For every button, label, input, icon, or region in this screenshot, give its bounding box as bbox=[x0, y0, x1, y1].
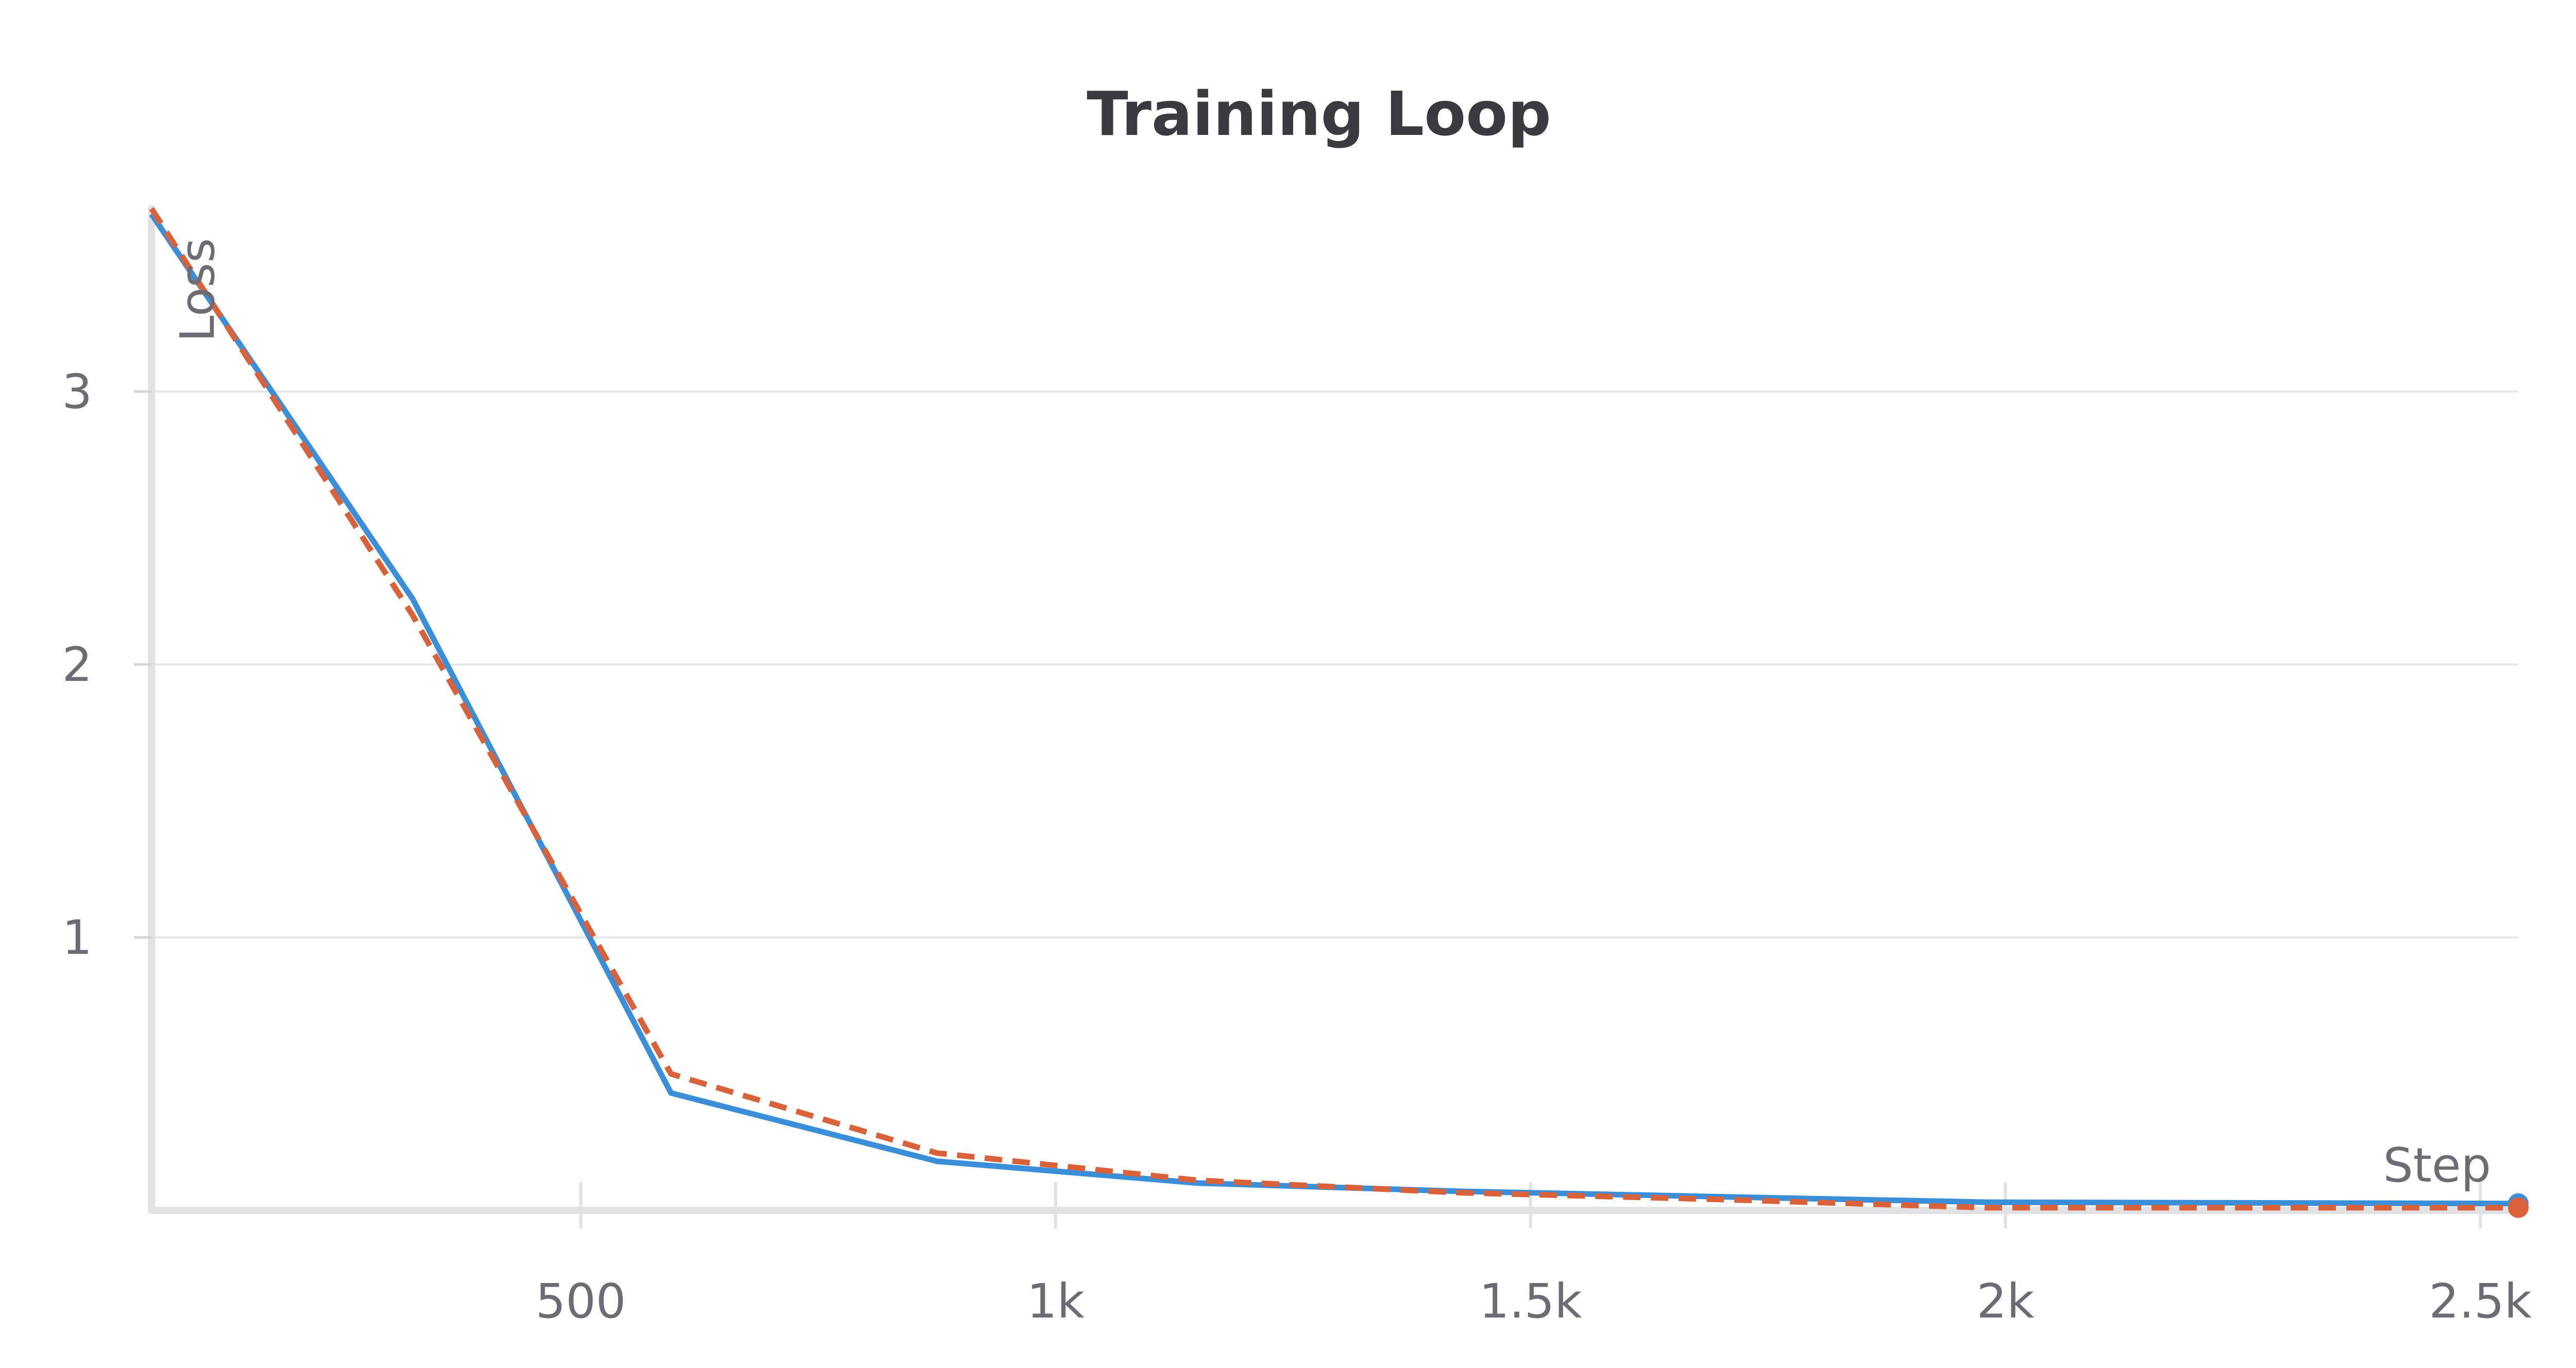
y-axis-label: Loss bbox=[170, 238, 225, 342]
x-axis-label: Step bbox=[2383, 1138, 2491, 1193]
series-line-0 bbox=[149, 212, 2519, 1207]
y-tick-label: 2 bbox=[62, 637, 92, 692]
x-tick-label: 2k bbox=[1977, 1274, 2035, 1329]
ticks: 1 2 3 500 1k 1.5k 2k 2.5k bbox=[62, 364, 2532, 1329]
x-tick-label: 500 bbox=[535, 1274, 626, 1329]
chart-title: Training Loop bbox=[1087, 78, 1551, 149]
axes bbox=[148, 205, 2522, 1214]
series-endpoint-1 bbox=[2508, 1197, 2529, 1218]
x-tick-label: 2.5k bbox=[2429, 1274, 2532, 1329]
y-tick-label: 3 bbox=[62, 364, 92, 419]
x-tick-label: 1.5k bbox=[1479, 1274, 1582, 1329]
y-tick-label: 1 bbox=[62, 910, 92, 965]
grid-lines bbox=[151, 390, 2518, 939]
series-endpoints bbox=[2508, 1193, 2529, 1218]
series-line-1 bbox=[149, 207, 2518, 1211]
series-lines bbox=[149, 207, 2519, 1211]
x-tick-label: 1k bbox=[1027, 1274, 1085, 1329]
